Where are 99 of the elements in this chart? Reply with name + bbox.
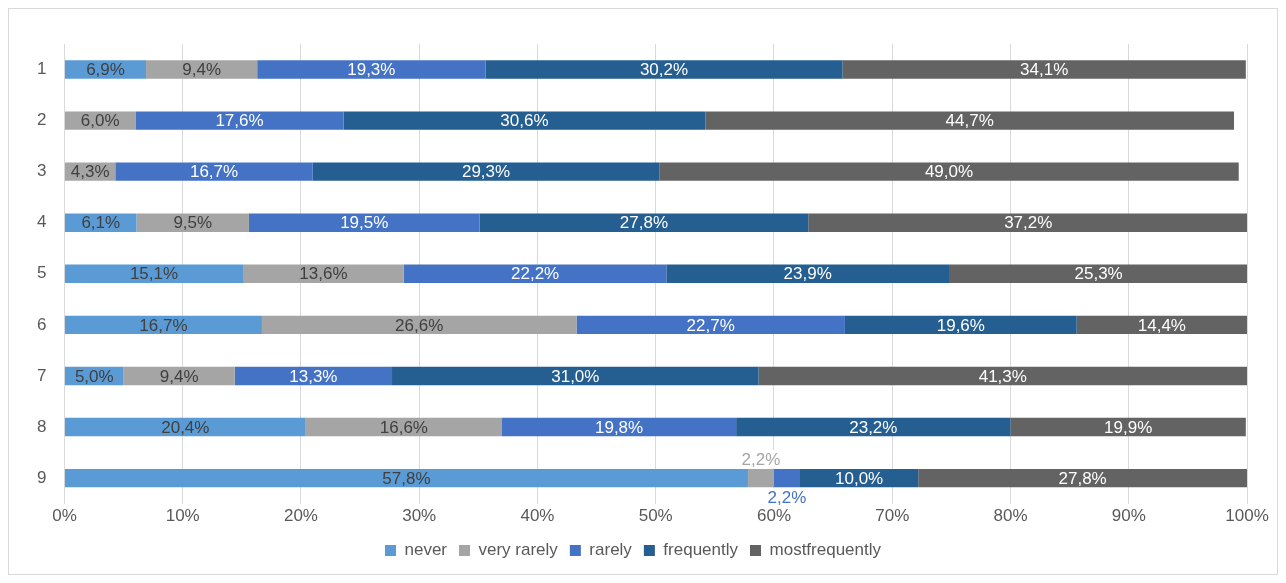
data-label: 2,2% — [767, 487, 807, 507]
x-tick-label: 50% — [638, 506, 673, 526]
data-label: 16,6% — [379, 417, 428, 437]
data-label: 22,2% — [511, 264, 560, 284]
bar — [479, 213, 809, 232]
data-label: 19,5% — [340, 213, 389, 233]
legend-label: very rarely — [478, 540, 559, 560]
data-label: 57,8% — [382, 468, 431, 488]
data-label: 34,1% — [1020, 60, 1069, 80]
legend-label: frequently — [663, 540, 739, 560]
bar — [135, 111, 344, 130]
bar — [502, 417, 737, 437]
y-tick-label: 8 — [36, 416, 47, 436]
data-label: 23,2% — [849, 417, 898, 437]
bar — [1010, 417, 1246, 437]
data-label: 13,3% — [289, 366, 338, 386]
y-tick-label: 9 — [36, 467, 47, 487]
data-label: 9,4% — [182, 60, 221, 80]
bar — [758, 366, 1247, 386]
data-label: 6,1% — [81, 213, 121, 233]
data-label: 19,8% — [594, 417, 644, 437]
data-label: 44,7% — [945, 111, 994, 131]
x-tick-label: 100% — [1225, 506, 1269, 526]
y-tick-label: 6 — [36, 314, 47, 334]
bar — [576, 315, 845, 335]
data-label: 37,2% — [1004, 213, 1053, 233]
bar — [392, 366, 759, 386]
data-label: 2,2% — [741, 449, 781, 469]
data-label: 23,9% — [783, 264, 832, 284]
bar — [312, 162, 660, 181]
data-label: 19,6% — [936, 315, 985, 335]
data-label: 9,5% — [173, 213, 213, 233]
y-tick-label: 3 — [36, 161, 47, 181]
y-tick-label: 7 — [36, 365, 47, 385]
data-label: 19,3% — [347, 60, 396, 80]
x-tick-label: 0% — [52, 506, 77, 526]
bar — [842, 60, 1246, 79]
bar — [343, 111, 706, 130]
data-label: 5,0% — [74, 366, 114, 386]
bar — [918, 468, 1247, 488]
bar — [736, 417, 1011, 437]
bar — [844, 315, 1077, 335]
data-label: 27,8% — [1058, 468, 1107, 488]
data-label: 9,4% — [159, 366, 199, 386]
bar — [64, 468, 748, 488]
data-label: 6,9% — [86, 60, 125, 80]
y-tick-label: 1 — [36, 59, 47, 79]
x-tick-label: 70% — [875, 506, 910, 526]
data-label: 27,8% — [619, 213, 668, 233]
data-label: 25,3% — [1074, 264, 1123, 284]
data-label: 41,3% — [978, 366, 1027, 386]
data-label: 19,9% — [1104, 417, 1153, 437]
legend-label: mostfrequently — [769, 540, 882, 560]
data-label: 20,4% — [161, 417, 210, 437]
bar — [146, 60, 258, 79]
data-label: 30,2% — [639, 60, 689, 80]
y-tick-label: 2 — [36, 110, 47, 130]
x-tick-label: 20% — [283, 506, 318, 526]
data-label: 4,3% — [70, 162, 110, 182]
data-label: 29,3% — [461, 162, 511, 182]
bar — [403, 264, 667, 283]
data-label: 15,1% — [129, 264, 179, 284]
data-label: 16,7% — [139, 315, 188, 335]
bar — [666, 264, 949, 283]
bar — [705, 111, 1234, 130]
bar — [949, 264, 1247, 283]
x-tick-label: 10% — [165, 506, 200, 526]
x-tick-label: 40% — [520, 506, 555, 526]
bar — [64, 264, 244, 283]
data-label: 26,6% — [395, 315, 444, 335]
data-label: 30,6% — [500, 111, 549, 131]
bar — [115, 162, 313, 181]
bar — [808, 213, 1247, 232]
bar — [747, 468, 774, 488]
x-tick-label: 80% — [993, 506, 1028, 526]
bar — [659, 162, 1239, 181]
bar — [485, 60, 843, 79]
data-label: 6,0% — [80, 111, 120, 131]
bar — [248, 213, 480, 232]
legend-label: rarely — [589, 540, 633, 560]
legend-label: never — [404, 540, 448, 560]
x-tick-label: 90% — [1111, 506, 1146, 526]
data-label: 22,7% — [686, 315, 735, 335]
bar — [64, 315, 262, 335]
y-tick-label: 4 — [36, 212, 47, 232]
data-label: 13,6% — [299, 264, 348, 284]
bar — [261, 315, 577, 335]
data-label: 10,0% — [835, 468, 884, 488]
data-label: 16,7% — [189, 162, 239, 182]
bar — [257, 60, 486, 79]
data-label: 31,0% — [551, 366, 600, 386]
data-label: 49,0% — [924, 162, 974, 182]
y-tick-label: 5 — [36, 263, 47, 283]
data-label: 17,6% — [215, 111, 264, 131]
x-tick-label: 60% — [756, 506, 791, 526]
bar — [773, 468, 800, 488]
data-label: 14,4% — [1137, 315, 1186, 335]
bar — [64, 417, 306, 437]
x-tick-label: 30% — [402, 506, 437, 526]
